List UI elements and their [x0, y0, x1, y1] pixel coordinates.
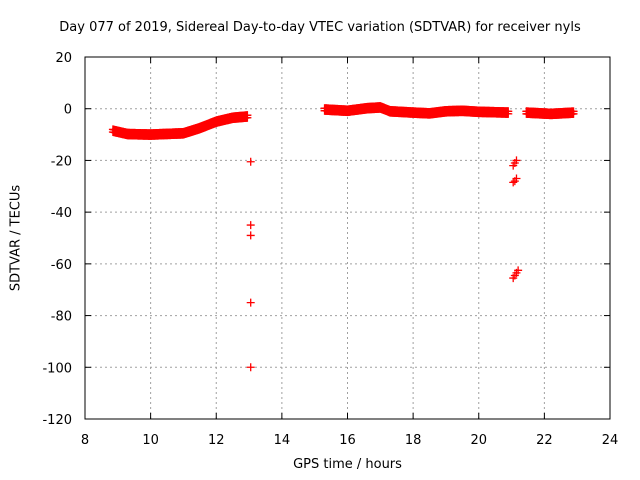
- y-tick-label: -40: [51, 206, 72, 221]
- plot-frame: [84, 56, 611, 420]
- grid-lines: [85, 57, 610, 419]
- x-tick-label: 12: [208, 433, 225, 448]
- axis-ticks: 8 10 12 14 16 18 20 22 24 -120 -100 -80 -60 -40 -20 0 20: [42, 51, 618, 448]
- data-point: [246, 298, 255, 307]
- x-tick-label: 10: [142, 433, 159, 448]
- data-point: [504, 109, 513, 118]
- x-tick-label: 14: [274, 433, 291, 448]
- data-point: [246, 363, 255, 372]
- data-points: [108, 102, 578, 372]
- y-tick-label: -20: [51, 154, 72, 169]
- x-tick-label: 16: [339, 433, 356, 448]
- y-tick-label: 0: [64, 103, 72, 118]
- data-point: [246, 231, 255, 240]
- data-point: [512, 174, 521, 183]
- data-point: [246, 221, 255, 230]
- y-tick-label: 20: [55, 51, 72, 66]
- data-point: [514, 266, 523, 275]
- y-axis-label: SDTVAR / TECUs: [8, 184, 24, 292]
- chart-title: Day 077 of 2019, Sidereal Day-to-day VTE…: [59, 20, 581, 35]
- x-axis-label: GPS time / hours: [293, 457, 402, 472]
- data-point: [243, 113, 252, 122]
- x-tick-label: 22: [536, 433, 553, 448]
- x-tick-label: 18: [405, 433, 422, 448]
- x-tick-label: 24: [602, 433, 619, 448]
- y-tick-label: -60: [51, 258, 72, 273]
- x-tick-label: 20: [470, 433, 487, 448]
- y-tick-label: -80: [51, 310, 72, 325]
- data-point: [512, 156, 521, 165]
- y-tick-label: -100: [42, 361, 72, 376]
- y-tick-label: -120: [42, 413, 72, 428]
- data-point: [569, 109, 578, 118]
- data-point: [246, 157, 255, 166]
- x-tick-label: 8: [81, 433, 89, 448]
